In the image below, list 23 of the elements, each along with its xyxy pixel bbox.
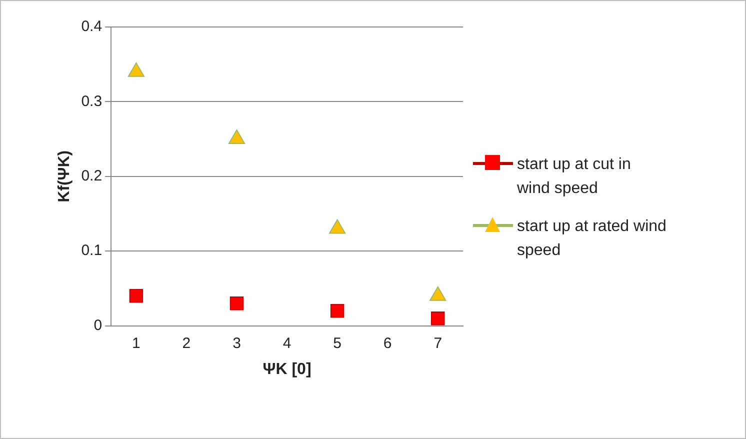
x-tick-label: 3: [232, 334, 241, 352]
point: [129, 289, 144, 303]
y-tick-label: 0.2: [81, 168, 102, 185]
point: [230, 296, 244, 310]
legend-label: start up at cut in wind speed: [517, 155, 632, 199]
y-tick-label: 0.4: [81, 18, 102, 36]
point: [330, 304, 344, 318]
point: [128, 62, 144, 77]
point: [228, 130, 246, 144]
y-tick-label: 0: [94, 316, 102, 334]
y-tick-label: 0.3: [81, 92, 102, 110]
x-tick-label: 7: [434, 334, 442, 352]
point: [329, 219, 346, 234]
y-axis-title: Kf(ΨK): [56, 150, 74, 202]
x-tick-label: 1: [132, 334, 140, 352]
point: [430, 311, 445, 326]
x-tick-label: 2: [182, 334, 191, 352]
x-tick-label: 5: [333, 334, 342, 352]
x-tick-label: 4: [282, 334, 292, 352]
legend-label: start up at rated wind speed: [517, 217, 667, 261]
y-tick-label: 0.1: [81, 242, 102, 260]
x-tick-label: 6: [383, 334, 392, 352]
x-axis-title: ΨK [0]: [262, 360, 312, 378]
